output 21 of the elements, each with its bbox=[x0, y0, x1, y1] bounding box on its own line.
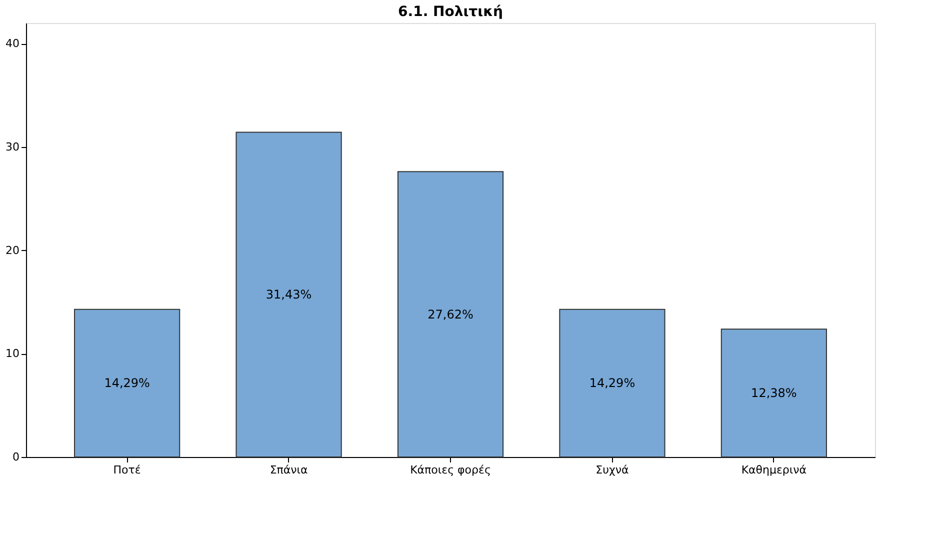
x-tick-label: Κάποιες φορές bbox=[410, 464, 491, 476]
data-label: 14,29% bbox=[104, 376, 150, 390]
data-label: 27,62% bbox=[428, 307, 474, 322]
y-tick-label: 20 bbox=[6, 244, 20, 257]
y-tick-label: 30 bbox=[6, 140, 20, 154]
x-tick-label: Καθημερινά bbox=[741, 464, 807, 476]
data-label: 12,38% bbox=[751, 386, 797, 400]
x-tick-label: Σπάνια bbox=[270, 464, 308, 476]
y-tick-label: 0 bbox=[12, 450, 20, 464]
x-tick-label: Συχνά bbox=[596, 464, 629, 476]
data-label: 14,29% bbox=[589, 376, 636, 390]
data-label: 31,43% bbox=[266, 288, 312, 302]
bar bbox=[74, 308, 180, 458]
bar bbox=[236, 132, 342, 458]
y-tick-label: 10 bbox=[6, 347, 20, 360]
y-tick-label: 40 bbox=[6, 37, 20, 50]
x-tick-label: Ποτέ bbox=[113, 464, 141, 476]
bar bbox=[559, 308, 666, 458]
bar bbox=[397, 171, 504, 458]
chart-title: 6.1. Πολιτική bbox=[398, 4, 503, 20]
bar bbox=[720, 328, 827, 458]
